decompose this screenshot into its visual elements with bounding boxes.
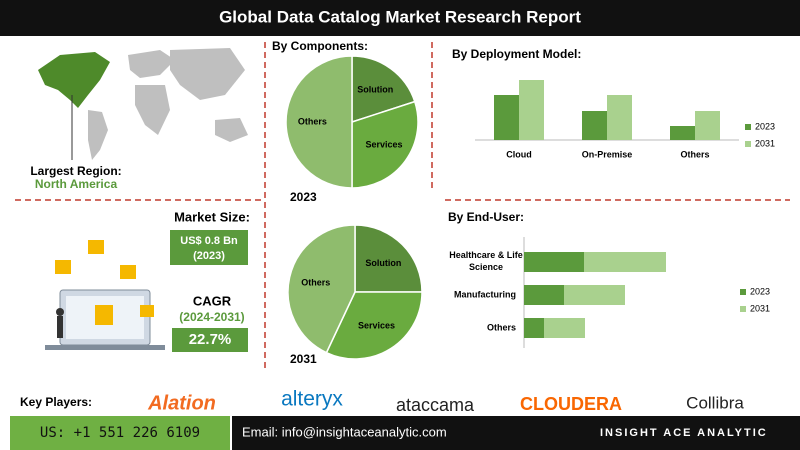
title: Global Data Catalog Market Research Repo… xyxy=(219,7,581,26)
player-logo: alteryx xyxy=(281,388,343,411)
pie-slice xyxy=(351,100,419,189)
player-logo: CLOUDERA xyxy=(520,394,622,414)
y-tick-label: Healthcare & Life Science xyxy=(449,250,523,272)
legend-label: 2031 xyxy=(750,303,770,313)
pie-slice xyxy=(351,55,416,124)
player-logo: ataccama xyxy=(396,395,475,415)
region-label: Largest Region: xyxy=(30,164,121,178)
market-size-label: Market Size: xyxy=(174,209,250,224)
illustration xyxy=(45,240,165,350)
y-tick-label: Manufacturing xyxy=(454,289,516,299)
x-tick-label: Others xyxy=(680,149,709,159)
chart-subtitle: 2023 xyxy=(290,190,317,204)
legend-swatch xyxy=(740,289,746,295)
key-players-label: Key Players: xyxy=(20,395,92,409)
header-bar xyxy=(0,0,800,36)
bar xyxy=(524,285,564,305)
footer-bar xyxy=(232,416,800,450)
bar xyxy=(582,111,607,140)
player-logo: Alation xyxy=(147,392,216,414)
bar xyxy=(670,126,695,140)
legend-swatch xyxy=(745,124,751,130)
pie-slice xyxy=(325,291,423,360)
email: Email: info@insightaceanalytic.com xyxy=(242,424,447,439)
slice-label: Services xyxy=(366,140,403,150)
legend-swatch xyxy=(740,306,746,312)
world-map xyxy=(38,48,248,160)
y-tick-label: Others xyxy=(487,322,516,332)
pie-slice xyxy=(285,55,353,189)
chart-title: By Deployment Model: xyxy=(452,47,581,61)
market-size-year: (2023) xyxy=(193,250,225,262)
player-logo: Collibra xyxy=(686,393,744,412)
market-size-box xyxy=(170,230,248,265)
bar xyxy=(494,95,519,140)
chart-title: By End-User: xyxy=(448,210,524,224)
phone: US: +1 551 226 6109 xyxy=(40,425,200,441)
legend-label: 2023 xyxy=(750,286,770,296)
bar xyxy=(695,111,720,140)
region-value: North America xyxy=(35,177,118,191)
bar xyxy=(524,318,544,338)
pie-slice xyxy=(287,224,356,354)
bar xyxy=(584,252,666,272)
cagr-box xyxy=(172,328,248,352)
slice-label: Others xyxy=(301,278,330,288)
x-tick-label: On-Premise xyxy=(582,149,633,159)
slice-label: Solution xyxy=(365,258,401,268)
cagr-label: CAGR xyxy=(193,293,232,308)
phone-box xyxy=(10,416,230,450)
market-size-value: US$ 0.8 Bn xyxy=(180,235,238,247)
bar xyxy=(544,318,585,338)
bar xyxy=(607,95,632,140)
pie-slice xyxy=(354,224,423,293)
slice-label: Solution xyxy=(357,84,393,94)
slice-label: Others xyxy=(298,116,327,126)
cagr-value: 22.7% xyxy=(189,331,232,348)
bar xyxy=(564,285,625,305)
bar xyxy=(519,80,544,140)
legend-swatch xyxy=(745,141,751,147)
chart-title: By Components: xyxy=(272,39,368,53)
chart-subtitle: 2031 xyxy=(290,352,317,366)
slice-label: Services xyxy=(358,320,395,330)
legend-label: 2031 xyxy=(755,138,775,148)
brand: INSIGHT ACE ANALYTIC xyxy=(600,427,768,439)
bar xyxy=(524,252,584,272)
legend-label: 2023 xyxy=(755,121,775,131)
x-tick-label: Cloud xyxy=(506,149,532,159)
cagr-period: (2024-2031) xyxy=(179,310,244,324)
